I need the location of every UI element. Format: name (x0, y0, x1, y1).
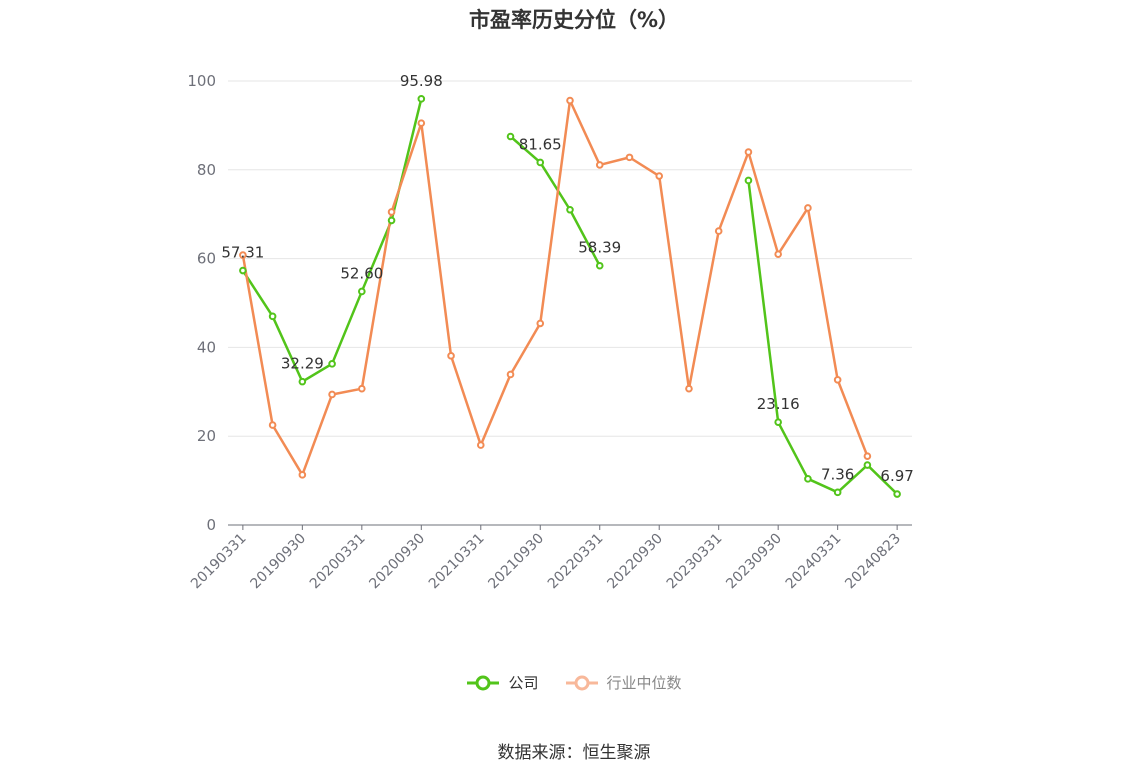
x-tick-label: 20200331 (307, 531, 369, 593)
industry-median-data-point (358, 384, 366, 393)
data-source-note: 数据来源：恒生聚源 (497, 743, 651, 763)
industry-median-data-point (506, 370, 515, 379)
industry-median-data-point (744, 148, 753, 156)
legend-line-circle-icon (467, 675, 500, 690)
y-tick-label: 0 (206, 516, 216, 534)
company-data-label: 81.65 (519, 135, 562, 153)
legend: 公司 行业中位数 (0, 672, 1148, 693)
legend-line-circle-icon (565, 675, 598, 690)
series-layer (239, 95, 901, 498)
company-data-label: 6.97 (880, 467, 913, 485)
legend-label-industry-median: 行业中位数 (606, 674, 682, 692)
industry-median-data-point (536, 319, 545, 328)
industry-median-data-point (833, 376, 842, 384)
legend-item-company[interactable]: 公司 (466, 672, 539, 693)
company-data-point (595, 261, 604, 270)
company-data-point (893, 490, 901, 498)
x-tick-label: 20210331 (426, 531, 488, 593)
industry-median-data-point (625, 153, 634, 162)
industry-median-data-point (774, 250, 782, 258)
industry-median-data-point (476, 441, 485, 449)
x-tick-label: 20210930 (485, 531, 547, 593)
company-data-label: 23.16 (757, 395, 800, 413)
industry-median-data-point (863, 452, 872, 460)
company-data-point (298, 377, 307, 386)
company-series-line (747, 180, 899, 495)
company-data-label: 32.29 (281, 355, 324, 373)
industry-median-data-point (417, 119, 426, 127)
company-data-point (833, 488, 842, 497)
company-data-point (566, 205, 574, 214)
y-tick-label: 100 (187, 72, 216, 90)
x-tick-label: 20190331 (188, 531, 250, 593)
industry-median-data-point (595, 161, 604, 169)
industry-median-data-point (655, 172, 664, 180)
company-data-point (358, 287, 366, 296)
x-tick-label: 20190930 (247, 531, 309, 593)
company-data-point (387, 216, 396, 225)
legend-label-company: 公司 (508, 674, 539, 692)
company-data-label: 57.31 (221, 244, 264, 262)
company-data-point (328, 360, 336, 368)
company-data-point (774, 418, 782, 426)
company-data-point (804, 475, 812, 483)
company-data-point (417, 95, 426, 103)
industry-median-data-point (239, 251, 247, 259)
industry-median-data-point (268, 421, 277, 429)
company-data-label: 95.98 (400, 72, 443, 90)
company-data-point (863, 461, 872, 469)
x-tick-label: 20240331 (783, 531, 845, 593)
industry-median-data-point (714, 227, 723, 235)
y-tick-label: 40 (197, 338, 216, 356)
company-data-point (536, 158, 545, 167)
x-tick-label: 20220331 (545, 531, 607, 593)
label-layer: 57.31 32.29 52.60 95.98 81.65 58.39 23.16 7.36 6… (221, 72, 913, 485)
y-tick-label: 60 (197, 250, 216, 268)
legend-item-industry-median[interactable]: 行业中位数 (565, 672, 682, 693)
industry-median-data-point (804, 204, 812, 212)
company-data-point (239, 266, 247, 275)
company-series-line (509, 135, 601, 267)
industry-median-data-point (328, 390, 336, 399)
company-data-point (506, 132, 515, 141)
industry-median-data-point (387, 208, 396, 216)
industry-median-data-point (447, 352, 455, 360)
industry-median-data-point (566, 96, 574, 105)
x-tick-label: 20230331 (664, 531, 726, 593)
industry-median-data-point (685, 384, 693, 393)
company-data-label: 7.36 (821, 465, 854, 483)
y-tick-label: 20 (197, 427, 216, 445)
company-data-point (268, 312, 277, 321)
grid-layer (228, 80, 912, 437)
x-tick-label: 20220930 (604, 531, 666, 593)
chart-title: 市盈率历史分位（%） (468, 8, 680, 32)
company-data-label: 58.39 (578, 239, 621, 257)
x-tick-label: 20230930 (723, 531, 785, 593)
industry-median-data-point (298, 471, 307, 479)
company-data-label: 52.60 (340, 264, 383, 282)
industry-median-series-line (241, 99, 869, 477)
company-series-line (241, 98, 423, 383)
x-tick-label: 20240823 (842, 531, 904, 593)
company-data-point (744, 176, 753, 185)
x-tick-label: 20200930 (366, 531, 428, 593)
y-tick-label: 80 (197, 161, 216, 179)
